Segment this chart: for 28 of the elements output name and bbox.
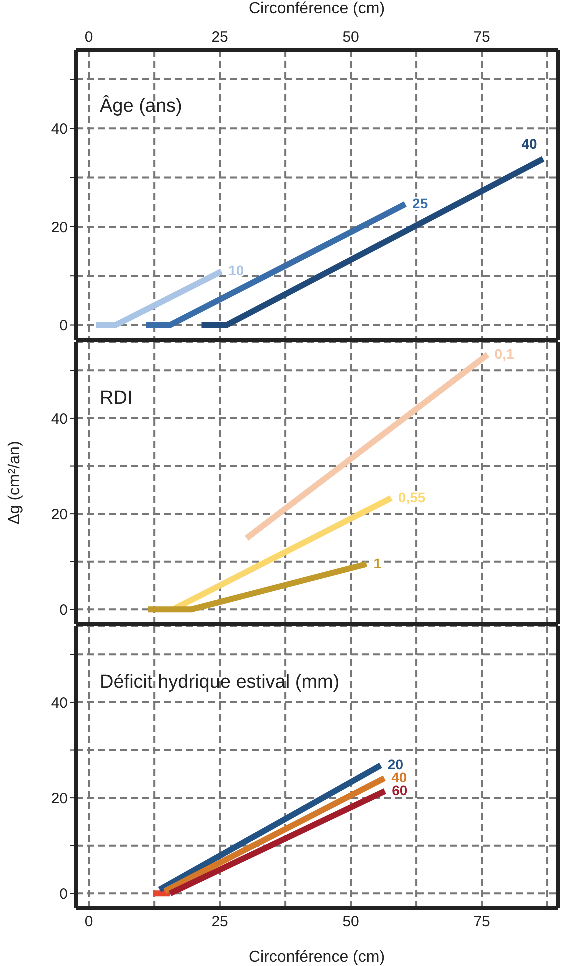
legend-title: Déficit hydrique estival (mm) bbox=[100, 672, 340, 693]
y-axis-title: Δg (cm²/an) bbox=[6, 441, 24, 525]
x2-tick-label: 25 bbox=[212, 29, 228, 46]
y-tick-label: 40 bbox=[51, 410, 68, 428]
x2-tick-label: 0 bbox=[84, 29, 94, 46]
y-tick-label: 40 bbox=[51, 120, 68, 138]
y-tick-label: 40 bbox=[51, 694, 68, 712]
x-tick-label: 50 bbox=[342, 914, 360, 931]
y-tick-label: 0 bbox=[60, 886, 68, 903]
x-tick-label: 75 bbox=[474, 914, 490, 931]
x2-tick-label: 75 bbox=[474, 29, 490, 46]
x-tick-label: 25 bbox=[212, 914, 228, 931]
y-tick-label: 20 bbox=[51, 219, 68, 236]
legend-title: RDI bbox=[100, 388, 133, 409]
x-axis-title: Circonférence (cm) bbox=[248, 949, 386, 966]
series-label: 40 bbox=[522, 136, 538, 152]
series-label: 25 bbox=[412, 195, 428, 212]
x2-axis-title: Circonférence (cm) bbox=[248, 0, 386, 18]
y-tick-label: 20 bbox=[51, 506, 68, 524]
legend-title: Âge (ans) bbox=[100, 95, 182, 117]
series-label: 0,1 bbox=[494, 346, 514, 362]
y-tick-label: 0 bbox=[60, 318, 68, 335]
x2-tick-label: 50 bbox=[342, 29, 360, 46]
y-tick-label: 0 bbox=[60, 602, 68, 619]
x-tick-label: 0 bbox=[84, 914, 94, 931]
series-label: 10 bbox=[228, 262, 244, 279]
y-tick-label: 20 bbox=[51, 790, 68, 808]
series-label: 0,55 bbox=[398, 489, 426, 506]
